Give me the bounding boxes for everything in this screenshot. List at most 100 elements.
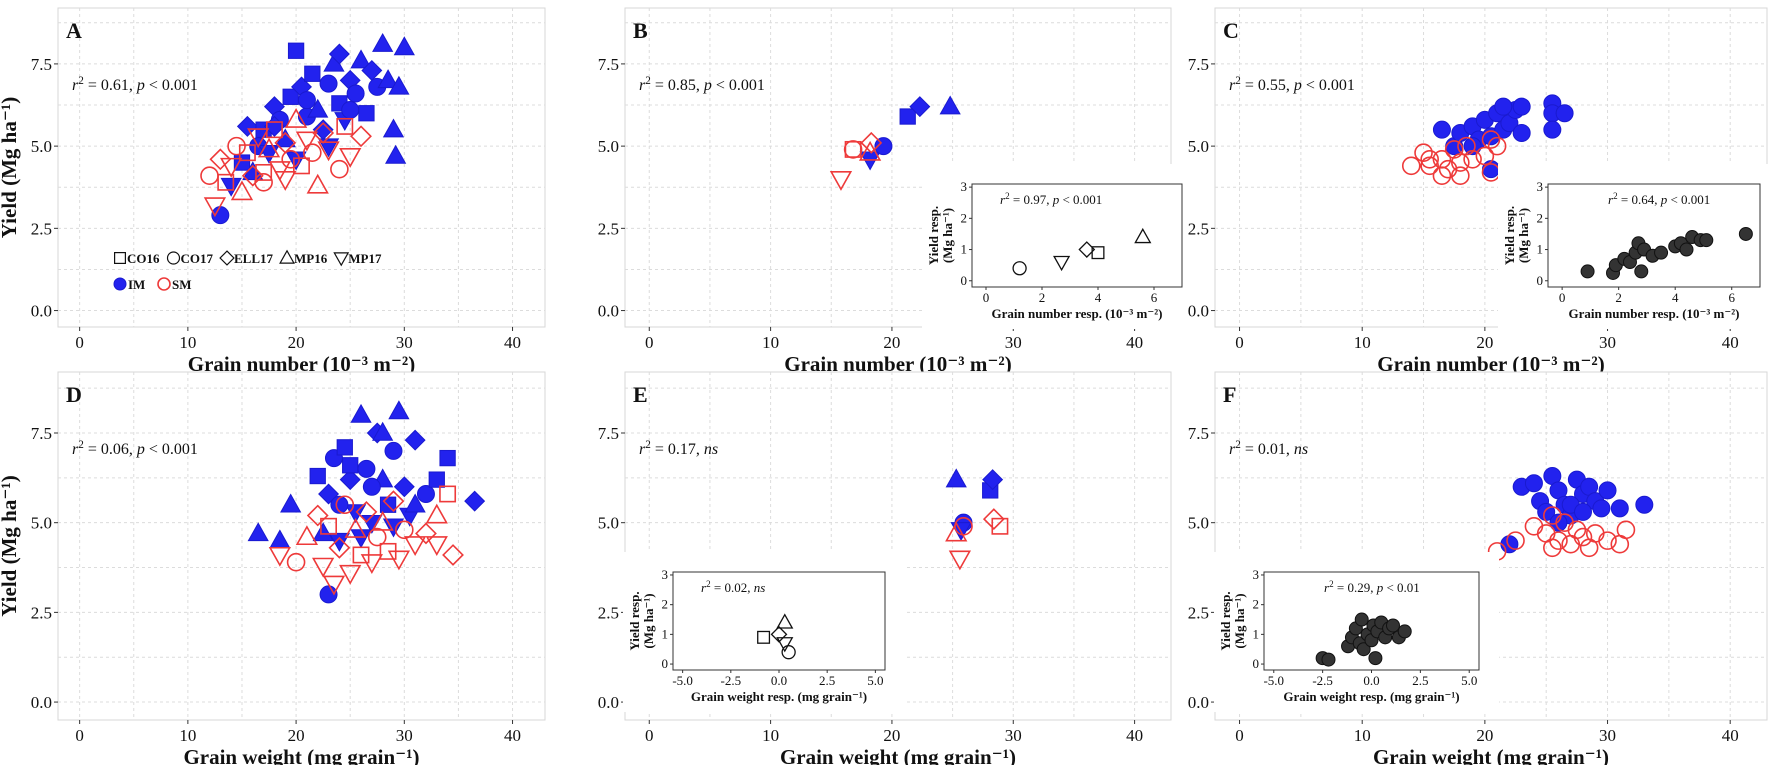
point-sm (209, 148, 232, 171)
point-im (309, 467, 326, 485)
inset-stat-label: r2 = 0.02, ns (701, 579, 765, 595)
point-sm (255, 163, 273, 181)
inset: -5.0 -2.5 0.0 2.5 5.0 0 1 2 3 Grain weight resp. … (1214, 552, 1499, 712)
point-sm (247, 128, 270, 149)
point-im (899, 108, 916, 125)
inset-point (757, 630, 771, 644)
point-sm (328, 536, 351, 559)
point-sm (1506, 531, 1525, 550)
point-im (382, 118, 405, 138)
point-sm (948, 550, 972, 571)
point-im (1574, 502, 1592, 521)
point-sm (1573, 527, 1593, 547)
inset-y-tick-label: 3 (1537, 179, 1544, 194)
inset-x-tick-label: 4 (1672, 290, 1679, 305)
inset-x-tick-label: 0 (1559, 290, 1566, 305)
inset-x-tick-label: -2.5 (1312, 673, 1333, 688)
x-tick-label: 10 (179, 333, 196, 352)
point-im (388, 75, 410, 95)
point-im (282, 88, 299, 105)
point-sm (367, 527, 387, 547)
point-sm (355, 501, 378, 523)
inset-point (1699, 233, 1714, 248)
point-sm (982, 508, 1005, 530)
y-axis-title: Yield (Mg ha⁻¹) (0, 97, 21, 238)
point-im (297, 91, 316, 110)
point-im (330, 495, 349, 514)
point-im (1432, 120, 1451, 139)
inset-point (1091, 246, 1105, 260)
point-sm (1549, 531, 1568, 550)
inset-y-axis-title: Yield resp. (1218, 591, 1233, 650)
panel-letter: E (633, 382, 648, 407)
point-sm (1598, 531, 1617, 550)
inset: 0 2 4 6 0 1 2 3 Grain number resp. (10⁻³ m⁻²) Yie… (1498, 164, 1772, 329)
inset-x-tick-label: 4 (1095, 290, 1102, 305)
inset-y-tick-label: 1 (961, 242, 968, 257)
point-im (350, 403, 372, 423)
inset-x-axis-title: Grain number resp. (10⁻³ m⁻²) (1569, 306, 1740, 321)
point-sm (829, 170, 853, 191)
point-sm (293, 157, 310, 175)
inset-x-tick-label: 2.5 (819, 673, 835, 688)
x-tick-label: 20 (883, 333, 900, 352)
inset-x-tick-label: -2.5 (721, 673, 742, 688)
point-im (220, 177, 242, 197)
y-tick-label: 2.5 (31, 603, 52, 622)
point-im (304, 65, 321, 82)
y-axis-title: Yield (Mg ha⁻¹) (0, 475, 21, 616)
point-im (377, 69, 399, 89)
x-tick-label: 0 (645, 726, 654, 745)
x-tick-label: 30 (1599, 726, 1616, 745)
point-im (312, 522, 334, 542)
inset-point (776, 613, 794, 629)
inset-y-tick-label: 3 (1253, 567, 1260, 582)
inset-y-axis-title: Yield resp. (627, 591, 642, 650)
x-axis-title: Grain weight (mg grain⁻¹) (780, 745, 1016, 765)
point-sm (860, 131, 883, 154)
point-sm (382, 490, 405, 513)
point-sm (350, 125, 372, 148)
point-sm (227, 136, 246, 156)
inset-x-axis-title: Grain number resp. (10⁻³ m⁻²) (992, 306, 1163, 321)
point-im (341, 100, 360, 119)
inset-y-axis-title: Yield resp. (926, 206, 941, 265)
point-sm (1438, 159, 1458, 179)
point-im (385, 144, 407, 164)
series-points (1401, 94, 1574, 186)
inset-x-tick-label: 6 (1728, 290, 1735, 305)
point-im (939, 95, 961, 115)
series-points (945, 468, 1009, 571)
inset-y-tick-label: 0 (1253, 656, 1260, 671)
panel-letter: A (66, 18, 82, 43)
series-points (1487, 467, 1654, 561)
inset-x-tick-label: 5.0 (1461, 673, 1477, 688)
point-sm (230, 180, 254, 201)
inset-x-tick-label: 0.0 (771, 673, 787, 688)
point-sm (257, 137, 281, 158)
point-sm (265, 121, 283, 139)
point-im (280, 493, 302, 513)
y-tick-label: 5.0 (31, 137, 52, 156)
y-tick-label: 0.0 (598, 693, 619, 712)
point-sm (306, 504, 329, 527)
x-tick-label: 10 (762, 333, 779, 352)
inset-y-tick-label: 2 (662, 597, 669, 612)
point-im (1543, 120, 1562, 139)
x-tick-label: 30 (1599, 333, 1616, 352)
point-im (339, 469, 361, 491)
point-sm (442, 544, 464, 566)
point-sm (306, 173, 329, 194)
point-im (1635, 495, 1654, 514)
point-im (319, 74, 338, 93)
x-tick-label: 40 (1126, 333, 1143, 352)
x-tick-label: 10 (179, 726, 196, 745)
inset-point (1354, 612, 1369, 627)
series-points (247, 400, 486, 604)
y-tick-label: 7.5 (598, 55, 619, 74)
inset: 0 2 4 6 0 1 2 3 Grain number resp. (10⁻³ m⁻²) Yie… (922, 164, 1202, 329)
inset-y-axis-unit: (Mg ha⁻¹) (940, 208, 955, 263)
x-tick-label: 20 (1476, 726, 1493, 745)
